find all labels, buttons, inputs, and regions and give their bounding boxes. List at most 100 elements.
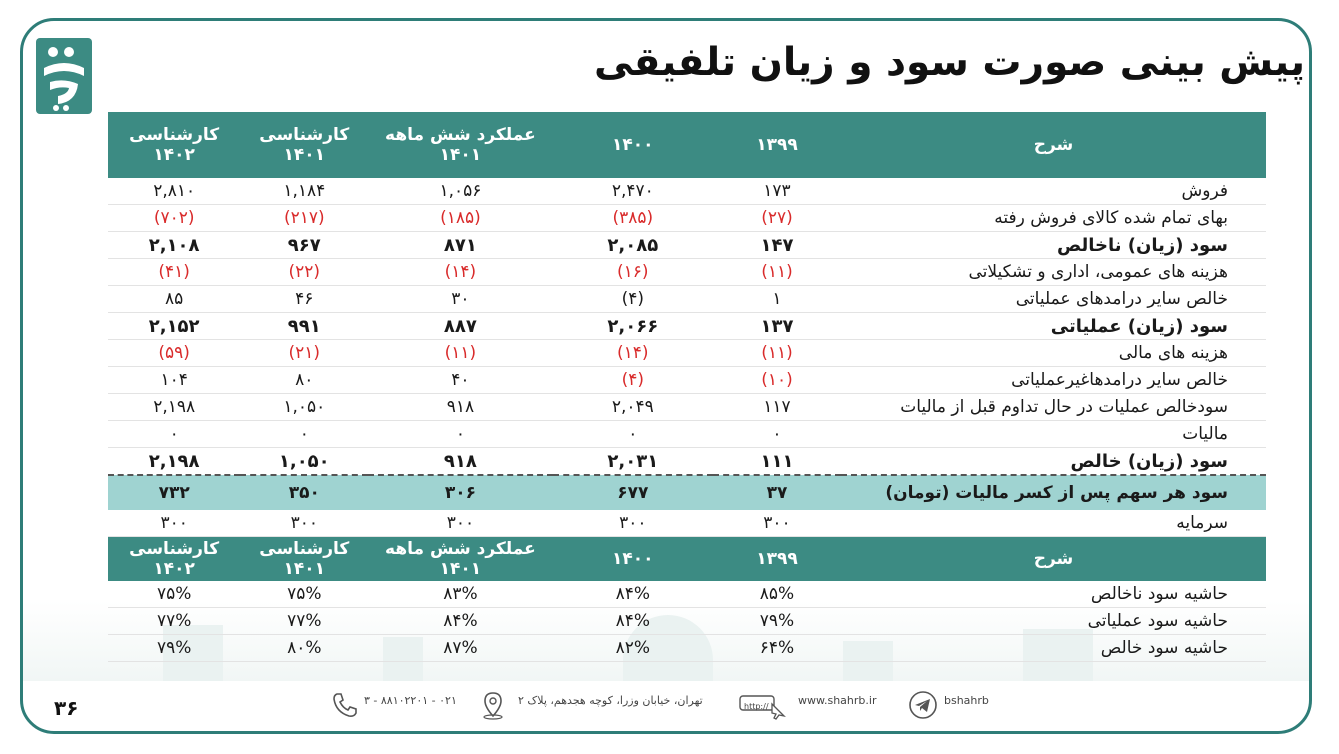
web-cursor-icon [739, 695, 786, 720]
cell-value: (۱۴) [368, 258, 553, 286]
cell-value: ۶۴% [713, 634, 841, 662]
header-year: ۱۴۰۱ [439, 559, 482, 579]
header-expert-1402: کارشناسی ۱۴۰۲ [108, 536, 241, 581]
cell-value: (۲۲) [240, 258, 369, 286]
cell-value: ۱,۰۵۰ [240, 447, 369, 476]
table-header-row: شرح ۱۳۹۹ ۱۴۰۰ عملکرد شش ماهه ۱۴۰۱ کارشناس… [108, 112, 1266, 178]
cell-value: ۲,۱۹۸ [108, 393, 241, 421]
cell-value: ۲,۱۹۸ [108, 447, 241, 476]
header-label: کارشناسی [129, 125, 220, 145]
header-description: شرح [840, 112, 1266, 178]
header-1400: ۱۴۰۰ [552, 112, 714, 178]
cell-value: ۹۱۸ [368, 393, 553, 421]
cell-value: ۲,۱۰۸ [108, 231, 241, 259]
header-1400: ۱۴۰۰ [552, 536, 714, 581]
header-expert-1401: کارشناسی ۱۴۰۱ [240, 112, 369, 178]
phone-icon [333, 693, 357, 717]
table-row: هزینه های مالی (۱۱) (۱۴) (۱۱) (۲۱) (۵۹) [108, 339, 1266, 367]
cell-value: (۲۱۷) [240, 204, 369, 232]
cell-value: ۳۵۰ [240, 475, 369, 510]
cell-value: ۲,۸۱۰ [108, 178, 241, 205]
table-row: سودخالص عملیات در حال تداوم قبل از مالیا… [108, 393, 1266, 421]
cell-value: (۱۰) [713, 366, 841, 394]
header-year: ۱۴۰۲ [153, 559, 195, 579]
header-expert-1401: کارشناسی ۱۴۰۱ [240, 536, 369, 581]
header-year: ۱۴۰۲ [153, 145, 195, 165]
cell-value: ۰ [368, 420, 553, 448]
cell-value: (۴۱) [108, 258, 241, 286]
cell-value: ۱۱۱ [713, 447, 841, 476]
row-description: فروش [840, 178, 1266, 205]
cell-value: (۲۷) [713, 204, 841, 232]
table-row: مالیات ۰ ۰ ۰ ۰ ۰ [108, 420, 1266, 448]
cell-value: ۸۴% [552, 607, 714, 635]
table-row: سود (زیان) خالص ۱۱۱ ۲,۰۳۱ ۹۱۸ ۱,۰۵۰ ۲,۱۹۸ [108, 447, 1266, 476]
cell-value: ۱۴۷ [713, 231, 841, 259]
cell-value: ۰ [552, 420, 714, 448]
cell-value: ۸۵ [108, 285, 241, 313]
cell-value: ۳۰۰ [713, 510, 841, 537]
row-description: بهای تمام شده کالای فروش رفته [840, 204, 1266, 232]
cell-value: ۲,۰۸۵ [552, 231, 714, 259]
cell-value: ۰ [240, 420, 369, 448]
row-description: حاشیه سود ناخالص [840, 581, 1266, 608]
cell-value: (۲۱) [240, 339, 369, 367]
row-description: سود هر سهم پس از کسر مالیات (تومان) [840, 475, 1266, 510]
table-row: خالص سایر درامدهای عملیاتی ۱ (۴) ۳۰ ۴۶ ۸۵ [108, 285, 1266, 313]
header-label: کارشناسی [259, 539, 350, 559]
row-description: حاشیه سود خالص [840, 634, 1266, 662]
row-description: مالیات [840, 420, 1266, 448]
row-description: سود (زیان) خالص [840, 447, 1266, 476]
cell-value: ۳۰۶ [368, 475, 553, 510]
header-year: ۱۴۰۱ [283, 145, 326, 165]
telegram-handle[interactable]: bshahrb [944, 694, 989, 707]
cell-value: ۳۰۰ [368, 510, 553, 537]
cell-value: ۲,۰۴۹ [552, 393, 714, 421]
cell-value: ۱,۰۵۰ [240, 393, 369, 421]
cell-value: ۲,۰۶۶ [552, 312, 714, 340]
cell-value: (۱۴) [552, 339, 714, 367]
cell-value: ۸۲% [552, 634, 714, 662]
header-1399: ۱۳۹۹ [713, 112, 841, 178]
cell-value: ۳۰۰ [552, 510, 714, 537]
website-text[interactable]: www.shahrb.ir [798, 694, 877, 707]
row-description: هزینه های عمومی، اداری و تشکیلاتی [840, 258, 1266, 286]
cell-value: ۶۷۷ [552, 475, 714, 510]
header-1399: ۱۳۹۹ [713, 536, 841, 581]
header-six-month-1401: عملکرد شش ماهه ۱۴۰۱ [368, 112, 553, 178]
cell-value: ۹۶۷ [240, 231, 369, 259]
cell-value: ۸۵% [713, 581, 841, 608]
cell-value: ۷۵% [240, 581, 369, 608]
header-label: کارشناسی [259, 125, 350, 145]
header-expert-1402: کارشناسی ۱۴۰۲ [108, 112, 241, 178]
row-description: سود (زیان) ناخالص [840, 231, 1266, 259]
cell-value: ۲,۴۷۰ [552, 178, 714, 205]
cell-value: (۱۸۵) [368, 204, 553, 232]
cell-value: ۱۰۴ [108, 366, 241, 394]
cell-value: ۱,۱۸۴ [240, 178, 369, 205]
cell-value: ۷۹% [108, 634, 241, 662]
cell-value: ۳۰ [368, 285, 553, 313]
cell-value: (۱۱) [368, 339, 553, 367]
page-title: پیش بینی صورت سود و زیان تلفیقی [593, 40, 1305, 85]
cell-value: ۷۷% [108, 607, 241, 635]
cell-value: ۸۴% [552, 581, 714, 608]
row-description: خالص سایر درامدهاغیرعملیاتی [840, 366, 1266, 394]
row-description: حاشیه سود عملیاتی [840, 607, 1266, 635]
company-logo [36, 38, 92, 114]
capital-row: سرمایه ۳۰۰ ۳۰۰ ۳۰۰ ۳۰۰ ۳۰۰ [108, 510, 1266, 537]
cell-value: ۱۱۷ [713, 393, 841, 421]
cell-value: ۷۹% [713, 607, 841, 635]
eps-row: سود هر سهم پس از کسر مالیات (تومان) ۳۷ ۶… [108, 475, 1266, 510]
telegram-icon [909, 691, 937, 719]
cell-value: ۹۱۸ [368, 447, 553, 476]
header-label: کارشناسی [129, 539, 220, 559]
cell-value: ۸۴% [368, 607, 553, 635]
address-text: تهران، خیابان وزرا، کوچه هجدهم، پلاک ۲ [518, 694, 703, 707]
row-description: سود (زیان) عملیاتی [840, 312, 1266, 340]
cell-value: ۷۵% [108, 581, 241, 608]
header-label: عملکرد شش ماهه [385, 125, 536, 145]
row-description: هزینه های مالی [840, 339, 1266, 367]
location-pin-icon [483, 692, 503, 720]
cell-value: (۱۱) [713, 339, 841, 367]
